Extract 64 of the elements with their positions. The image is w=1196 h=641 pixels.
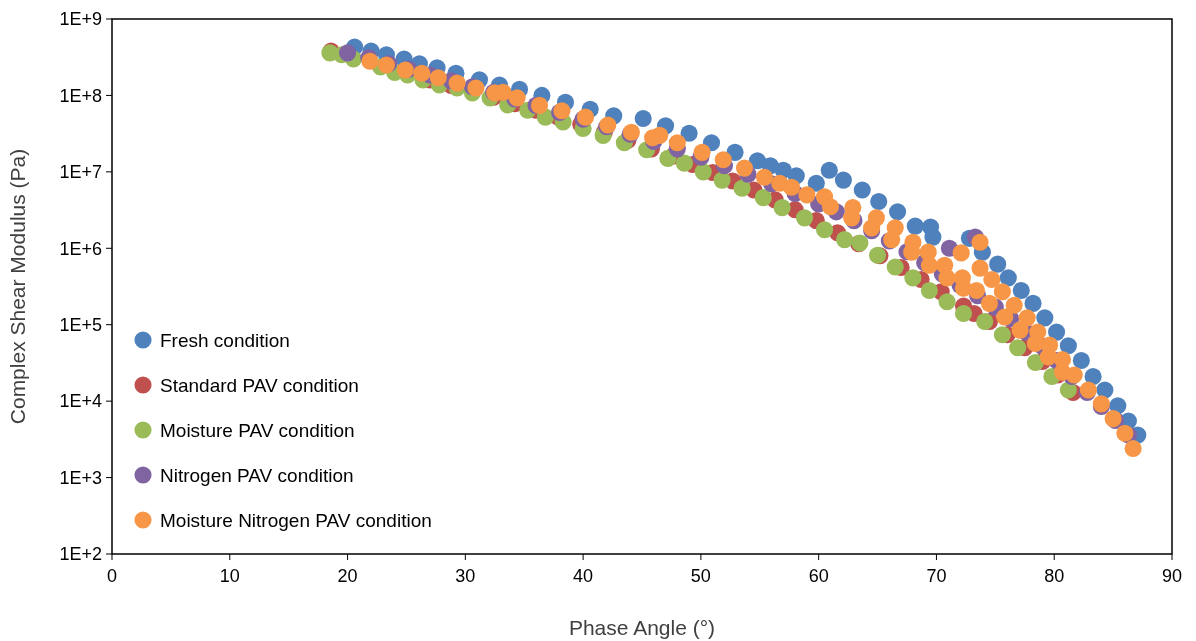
x-tick-label: 60 xyxy=(808,566,829,586)
point xyxy=(339,44,357,62)
point xyxy=(1084,367,1102,386)
point xyxy=(889,203,907,221)
legend-label: Standard PAV condition xyxy=(160,374,359,396)
point xyxy=(870,192,888,210)
x-tick-label: 20 xyxy=(337,566,358,586)
x-tick-label: 40 xyxy=(573,566,594,586)
point xyxy=(976,313,994,331)
point xyxy=(675,154,693,172)
legend-label: Fresh condition xyxy=(160,329,290,351)
x-tick-label: 0 xyxy=(106,566,118,586)
point xyxy=(634,109,652,127)
x-tick-label: 30 xyxy=(455,566,476,586)
point xyxy=(938,293,956,311)
y-tick-label: 1E+5 xyxy=(59,315,102,336)
point xyxy=(807,174,825,192)
point xyxy=(713,171,731,189)
x-tick-label: 90 xyxy=(1161,566,1183,586)
point xyxy=(754,189,772,207)
point xyxy=(1072,351,1090,370)
point xyxy=(1012,282,1030,300)
point xyxy=(906,217,924,235)
point xyxy=(733,179,751,197)
point xyxy=(1009,339,1027,357)
x-tick-label: 10 xyxy=(219,566,240,586)
point xyxy=(993,326,1011,344)
point xyxy=(816,221,834,239)
point xyxy=(836,231,854,249)
y-tick-label: 1E+8 xyxy=(59,85,102,106)
point xyxy=(795,209,814,227)
y-tick-label: 1E+4 xyxy=(59,391,102,412)
point xyxy=(834,171,852,189)
point xyxy=(1059,337,1077,355)
legend-label: Nitrogen PAV condition xyxy=(160,464,354,486)
point xyxy=(999,269,1017,287)
point xyxy=(989,255,1007,273)
point xyxy=(1048,323,1066,341)
y-tick-label: 1E+7 xyxy=(59,162,102,183)
point xyxy=(954,305,973,323)
point xyxy=(853,181,871,199)
x-axis-title: Phase Angle (°) xyxy=(568,616,716,639)
point xyxy=(773,199,791,217)
point xyxy=(920,282,938,300)
point xyxy=(820,161,838,179)
point xyxy=(1024,294,1042,312)
point xyxy=(886,258,904,276)
legend-label: Moisture PAV condition xyxy=(160,419,355,441)
legend-label: Moisture Nitrogen PAV condition xyxy=(160,509,432,531)
point xyxy=(680,124,698,142)
point xyxy=(1036,309,1054,327)
y-tick-label: 1E+3 xyxy=(59,467,102,488)
x-tick-label: 80 xyxy=(1044,566,1065,586)
y-tick-label: 1E+2 xyxy=(59,544,102,565)
y-tick-label: 1E+9 xyxy=(59,9,102,30)
y-axis-title: Complex Shear Modulus (Pa) xyxy=(6,148,29,425)
point xyxy=(1096,381,1114,399)
point xyxy=(904,269,922,287)
x-tick-label: 70 xyxy=(926,566,947,586)
point xyxy=(924,228,942,246)
point xyxy=(1026,354,1044,372)
point xyxy=(694,163,712,181)
x-tick-label: 50 xyxy=(690,566,711,586)
y-tick-label: 1E+6 xyxy=(59,238,102,259)
